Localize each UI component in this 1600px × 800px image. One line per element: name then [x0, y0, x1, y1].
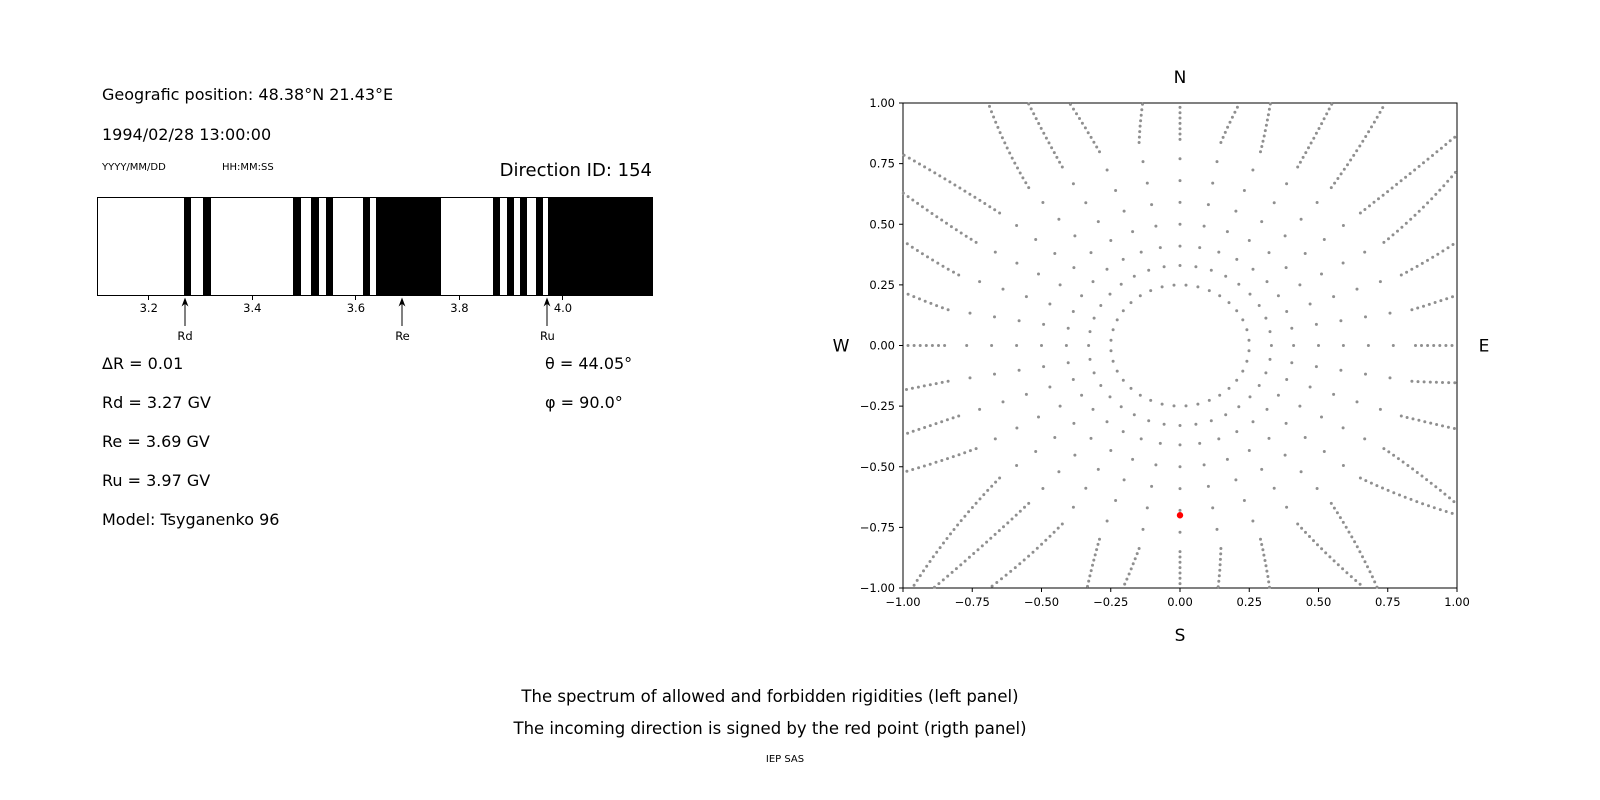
forbidden-band [362, 198, 371, 295]
y-tick-label: 0.00 [869, 339, 895, 353]
caption-line-2: The incoming direction is signed by the … [513, 719, 1027, 738]
x-tick-label: 0.25 [1236, 595, 1262, 609]
spectrum-tick [355, 296, 357, 300]
forbidden-band [310, 198, 320, 295]
y-tick-label: −0.75 [860, 520, 895, 534]
y-tick-label: −0.25 [860, 399, 895, 413]
up-arrow-icon [399, 297, 406, 326]
spectrum-tick [148, 296, 150, 300]
spectrum-tick-label: 3.4 [243, 301, 262, 315]
y-tick-label: 1.00 [869, 96, 895, 110]
forbidden-band [492, 198, 501, 295]
compass-west-label: W [833, 337, 850, 357]
compass-south-label: S [1175, 626, 1186, 646]
time-format-label: HH:MM:SS [222, 162, 274, 173]
compass-north-label: N [1174, 68, 1187, 88]
x-tick-label: 1.00 [1444, 595, 1470, 609]
cutoff-marker-label: Rd [177, 329, 193, 343]
y-tick-label: 0.25 [869, 278, 895, 292]
x-tick-label: −0.50 [1024, 595, 1059, 609]
forbidden-band [325, 198, 334, 295]
forbidden-band [202, 198, 211, 295]
direction-id-label: Direction ID: 154 [499, 160, 652, 181]
spectrum-tick-label: 3.6 [346, 301, 366, 315]
cutoff-marker-re: Re [395, 297, 410, 343]
incoming-direction-point [1176, 512, 1184, 519]
x-tick-label: 0.75 [1375, 595, 1401, 609]
spectrum-tick [562, 296, 564, 300]
asymptotic-dots [901, 102, 1457, 589]
param-phi: φ = 90.0° [545, 393, 623, 412]
param-ru: Ru = 3.97 GV [102, 471, 211, 490]
x-tick-label: −1.00 [885, 595, 920, 609]
credit-label: IEP SAS [765, 754, 805, 765]
cutoff-marker-rd: Rd [177, 297, 193, 343]
compass-east-label: E [1479, 337, 1490, 357]
forbidden-band [292, 198, 301, 295]
param-re: Re = 3.69 GV [102, 432, 210, 451]
spectrum-tick [458, 296, 460, 300]
param-model: Model: Tsyganenko 96 [102, 510, 280, 529]
cutoff-marker-label: Re [395, 329, 410, 343]
cutoff-marker-label: Ru [540, 329, 555, 343]
param-rd: Rd = 3.27 GV [102, 393, 211, 412]
spectrum-tick-label: 4.0 [553, 301, 573, 315]
cutoff-marker-ru: Ru [540, 297, 555, 343]
forbidden-band [519, 198, 528, 295]
up-arrow-icon [544, 297, 551, 326]
spectrum-plot [97, 197, 653, 296]
x-tick-label: 0.50 [1306, 595, 1332, 609]
date-format-label: YYYY/MM/DD [102, 162, 166, 173]
param-delta-r: ΔR = 0.01 [102, 354, 184, 373]
spectrum-tick-label: 3.2 [139, 301, 158, 315]
spectrum-tick-label: 3.8 [450, 301, 469, 315]
y-tick-label: 0.75 [869, 157, 895, 171]
spectrum-tick [251, 296, 253, 300]
direction-plot: −1.00 −0.75 −0.50 −0.25 0.00 0.25 0.50 0.75 1.00… [833, 68, 1490, 646]
spectrum-axis: 3.2 3.4 3.6 3.8 4.0 Rd Re Ru [97, 296, 651, 360]
forbidden-band [536, 198, 544, 295]
y-tick-label: 0.50 [869, 217, 895, 231]
y-tick-label: −1.00 [860, 581, 895, 595]
forbidden-band [507, 198, 515, 295]
x-tick-label: −0.75 [955, 595, 990, 609]
param-theta: θ = 44.05° [545, 354, 633, 373]
x-tick-label: −0.25 [1093, 595, 1128, 609]
up-arrow-icon [181, 297, 189, 326]
forbidden-band [183, 198, 192, 295]
y-tick-label: −0.50 [860, 460, 895, 474]
x-tick-label: 0.00 [1167, 595, 1193, 609]
forbidden-band [547, 198, 652, 295]
datetime-label: 1994/02/28 13:00:00 [102, 125, 272, 144]
geographic-position-label: Geografic position: 48.38°N 21.43°E [102, 85, 394, 104]
caption-line-1: The spectrum of allowed and forbidden ri… [521, 687, 1019, 706]
forbidden-band [375, 198, 441, 295]
